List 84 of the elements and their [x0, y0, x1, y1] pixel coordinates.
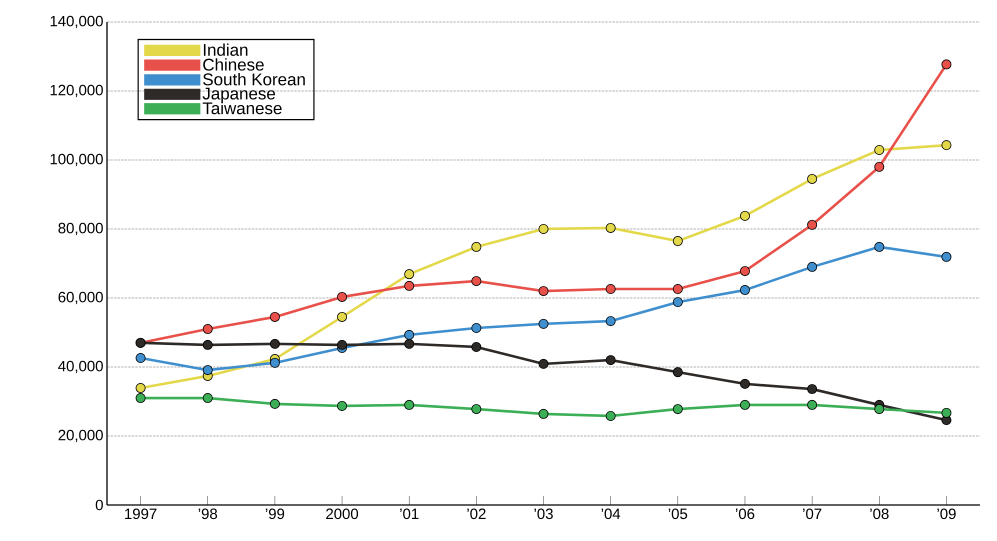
- x-tick-label: ’02: [467, 508, 486, 520]
- point: [740, 400, 750, 410]
- point: [538, 286, 549, 296]
- point: [471, 342, 482, 352]
- point: [136, 353, 146, 364]
- point: [672, 297, 683, 308]
- point: [606, 410, 616, 421]
- point: [807, 262, 818, 272]
- x-tick-label: ’03: [534, 508, 553, 520]
- x-tick-label: ’09: [937, 508, 956, 520]
- y-tick-label: 80,000: [58, 222, 103, 236]
- x-tick-label: ’05: [668, 508, 688, 520]
- point: [538, 318, 549, 329]
- point: [136, 383, 146, 394]
- legend-label: Chinese: [203, 58, 264, 71]
- point: [202, 365, 213, 376]
- legend-label: Taiwanese: [202, 102, 282, 114]
- point: [337, 340, 348, 350]
- y-tick-label: 140,000: [50, 16, 103, 28]
- point: [538, 358, 549, 369]
- point: [270, 398, 280, 409]
- y-tick-label: 20,000: [58, 430, 103, 442]
- point: [404, 330, 414, 340]
- point: [740, 285, 750, 296]
- y-tick-label: 100,000: [50, 154, 103, 166]
- point: [538, 408, 549, 419]
- point: [270, 312, 280, 322]
- point: [672, 367, 683, 378]
- x-tick-label: 2000: [326, 508, 358, 520]
- point: [337, 292, 348, 302]
- point: [202, 340, 213, 350]
- x-tick-label: 1997: [125, 508, 156, 520]
- point: [807, 220, 818, 230]
- legend-label: Japanese: [202, 88, 276, 103]
- y-tick-label: 0: [96, 500, 103, 510]
- point: [941, 140, 952, 150]
- point: [270, 338, 280, 349]
- point: [874, 242, 884, 252]
- point: [672, 404, 683, 414]
- x-tick-label: ’07: [803, 508, 822, 520]
- point: [807, 400, 818, 410]
- point: [136, 393, 146, 404]
- x-tick-label: ’98: [198, 508, 218, 520]
- point: [270, 358, 280, 368]
- point: [672, 236, 683, 246]
- point: [538, 224, 549, 234]
- point: [740, 210, 750, 221]
- x-tick-label: ’99: [266, 508, 284, 520]
- point: [404, 269, 414, 280]
- x-tick-label: ’06: [736, 508, 754, 520]
- point: [606, 222, 616, 233]
- point: [471, 404, 482, 414]
- point: [874, 162, 884, 172]
- point: [807, 174, 818, 184]
- point: [471, 242, 482, 252]
- x-tick-label: ’04: [602, 508, 620, 520]
- point: [202, 393, 213, 404]
- point: [404, 400, 414, 410]
- point: [672, 284, 683, 294]
- point: [740, 378, 750, 389]
- point: [874, 404, 884, 414]
- legend-label: South Korean: [203, 72, 305, 86]
- point: [404, 338, 414, 349]
- point: [874, 144, 884, 155]
- point: [740, 266, 750, 276]
- point: [202, 324, 213, 334]
- legend-label: Indian: [204, 43, 248, 56]
- point: [404, 280, 414, 291]
- y-tick-label: 60,000: [58, 292, 103, 304]
- x-tick-label: ’08: [870, 508, 889, 520]
- point: [606, 284, 616, 294]
- point: [606, 316, 616, 326]
- point: [807, 384, 818, 394]
- point: [941, 408, 952, 418]
- point: [941, 59, 952, 70]
- point: [606, 355, 616, 366]
- point: [337, 312, 348, 322]
- point: [471, 276, 482, 286]
- x-tick-label: ’01: [400, 508, 418, 520]
- y-tick-label: 120,000: [50, 84, 103, 98]
- point: [941, 252, 952, 262]
- point: [471, 323, 482, 333]
- point: [337, 400, 348, 411]
- y-tick-label: 40,000: [58, 360, 103, 374]
